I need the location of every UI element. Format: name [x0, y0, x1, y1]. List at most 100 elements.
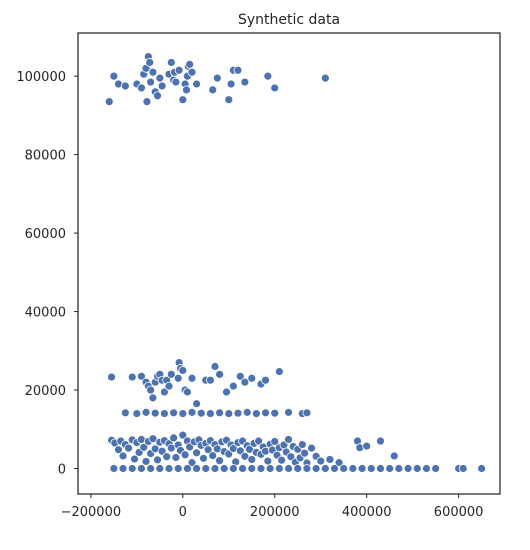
- data-point: [127, 464, 137, 473]
- data-point: [153, 91, 162, 101]
- x-tick-label: −200000: [61, 505, 122, 520]
- data-point: [330, 464, 339, 473]
- data-point: [104, 97, 114, 107]
- data-point: [146, 77, 156, 87]
- data-point: [284, 435, 293, 444]
- data-point: [210, 362, 220, 371]
- x-axis: −200000 0 200000 400000 600000: [61, 494, 483, 520]
- data-point: [192, 448, 202, 458]
- data-point: [145, 58, 155, 67]
- data-point: [256, 464, 266, 473]
- data-point: [293, 464, 303, 473]
- data-point: [160, 409, 169, 418]
- points-layer: [104, 52, 487, 473]
- data-point: [222, 387, 231, 397]
- data-point: [334, 458, 344, 468]
- data-point: [173, 373, 183, 383]
- data-point: [137, 464, 146, 473]
- data-point: [137, 83, 146, 93]
- data-point: [376, 436, 385, 446]
- data-point: [182, 85, 191, 95]
- data-point: [187, 373, 197, 383]
- data-point: [127, 372, 137, 382]
- data-point: [118, 464, 128, 473]
- data-point: [173, 464, 183, 473]
- data-point: [205, 375, 215, 385]
- data-point: [141, 457, 151, 466]
- x-tick-label: 400000: [342, 505, 392, 520]
- data-point: [376, 464, 385, 473]
- data-point: [270, 408, 280, 418]
- data-point: [348, 464, 358, 473]
- data-point: [124, 443, 133, 453]
- data-point: [261, 408, 270, 418]
- data-point: [148, 434, 158, 444]
- data-point: [302, 464, 312, 473]
- data-point: [458, 464, 468, 473]
- data-point: [174, 65, 184, 75]
- data-point: [183, 387, 192, 397]
- data-point: [228, 381, 238, 391]
- data-point: [274, 464, 284, 473]
- data-point: [215, 408, 224, 418]
- data-point: [178, 430, 188, 440]
- data-point: [302, 408, 312, 418]
- data-point: [219, 464, 229, 473]
- data-point: [148, 67, 158, 77]
- data-point: [153, 455, 162, 465]
- data-point: [307, 443, 316, 453]
- data-point: [247, 455, 257, 464]
- data-point: [148, 393, 158, 403]
- data-point: [166, 369, 176, 379]
- x-tick-label: 0: [179, 505, 187, 520]
- data-point: [166, 58, 176, 67]
- data-point: [162, 452, 172, 462]
- data-point: [139, 442, 149, 452]
- y-tick-label: 0: [58, 462, 66, 477]
- data-point: [146, 385, 156, 395]
- data-point: [205, 409, 215, 418]
- plot-area: [77, 32, 501, 495]
- data-point: [212, 73, 222, 83]
- data-point: [263, 71, 273, 81]
- data-point: [187, 67, 197, 77]
- data-point: [431, 464, 441, 473]
- data-point: [320, 73, 330, 83]
- data-point: [192, 464, 202, 473]
- data-point: [320, 464, 330, 473]
- data-point: [215, 369, 224, 379]
- data-point: [178, 366, 188, 375]
- data-point: [247, 373, 257, 383]
- data-point: [150, 408, 160, 418]
- data-point: [316, 456, 326, 466]
- data-point: [201, 464, 211, 473]
- data-point: [130, 454, 139, 464]
- data-point: [277, 455, 287, 465]
- data-point: [187, 407, 197, 417]
- data-point: [141, 407, 151, 417]
- data-point: [164, 381, 174, 391]
- data-point: [325, 455, 335, 464]
- data-point: [240, 77, 250, 87]
- data-point: [142, 97, 152, 107]
- data-point: [183, 464, 192, 473]
- data-point: [160, 387, 169, 397]
- data-point: [199, 453, 208, 463]
- data-point: [254, 436, 264, 446]
- data-point: [178, 95, 188, 105]
- data-point: [385, 464, 395, 473]
- data-point: [146, 464, 156, 473]
- data-point: [362, 441, 372, 451]
- data-point: [109, 464, 119, 473]
- y-tick-label: 60000: [25, 227, 66, 242]
- plot-frame: [77, 32, 501, 495]
- data-point: [224, 409, 234, 418]
- data-point: [394, 464, 404, 473]
- data-point: [157, 81, 167, 91]
- data-point: [265, 464, 275, 473]
- data-point: [137, 371, 146, 381]
- data-point: [233, 408, 243, 418]
- data-point: [203, 445, 213, 455]
